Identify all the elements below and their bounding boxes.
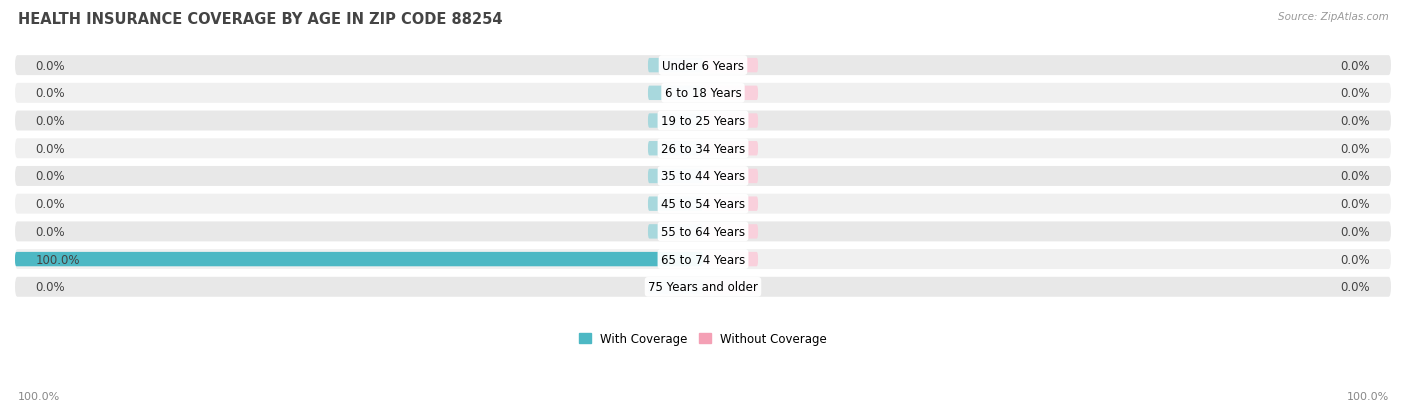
FancyBboxPatch shape <box>15 249 1391 269</box>
Text: 35 to 44 Years: 35 to 44 Years <box>661 170 745 183</box>
Text: 6 to 18 Years: 6 to 18 Years <box>665 87 741 100</box>
Text: 65 to 74 Years: 65 to 74 Years <box>661 253 745 266</box>
FancyBboxPatch shape <box>648 169 703 184</box>
FancyBboxPatch shape <box>703 86 758 101</box>
Text: 0.0%: 0.0% <box>1341 280 1371 294</box>
Text: HEALTH INSURANCE COVERAGE BY AGE IN ZIP CODE 88254: HEALTH INSURANCE COVERAGE BY AGE IN ZIP … <box>18 12 503 27</box>
Text: 45 to 54 Years: 45 to 54 Years <box>661 198 745 211</box>
Text: 100.0%: 100.0% <box>35 253 80 266</box>
Text: 26 to 34 Years: 26 to 34 Years <box>661 142 745 155</box>
FancyBboxPatch shape <box>703 197 758 211</box>
Text: 100.0%: 100.0% <box>18 391 60 401</box>
Legend: With Coverage, Without Coverage: With Coverage, Without Coverage <box>574 328 832 350</box>
FancyBboxPatch shape <box>15 277 1391 297</box>
Text: 0.0%: 0.0% <box>1341 115 1371 128</box>
Text: 100.0%: 100.0% <box>1347 391 1389 401</box>
Text: 0.0%: 0.0% <box>35 198 65 211</box>
Text: 0.0%: 0.0% <box>1341 87 1371 100</box>
FancyBboxPatch shape <box>15 194 1391 214</box>
Text: 0.0%: 0.0% <box>1341 170 1371 183</box>
Text: 0.0%: 0.0% <box>35 115 65 128</box>
FancyBboxPatch shape <box>703 169 758 184</box>
Text: 0.0%: 0.0% <box>1341 225 1371 238</box>
Text: 0.0%: 0.0% <box>35 170 65 183</box>
Text: 55 to 64 Years: 55 to 64 Years <box>661 225 745 238</box>
Text: 0.0%: 0.0% <box>35 87 65 100</box>
FancyBboxPatch shape <box>15 252 703 267</box>
Text: 0.0%: 0.0% <box>1341 142 1371 155</box>
FancyBboxPatch shape <box>15 222 1391 242</box>
FancyBboxPatch shape <box>703 280 758 294</box>
Text: Source: ZipAtlas.com: Source: ZipAtlas.com <box>1278 12 1389 22</box>
Text: 0.0%: 0.0% <box>35 59 65 72</box>
FancyBboxPatch shape <box>15 56 1391 76</box>
FancyBboxPatch shape <box>15 84 1391 104</box>
FancyBboxPatch shape <box>703 142 758 156</box>
Text: 0.0%: 0.0% <box>1341 253 1371 266</box>
Text: Under 6 Years: Under 6 Years <box>662 59 744 72</box>
FancyBboxPatch shape <box>703 225 758 239</box>
Text: 0.0%: 0.0% <box>35 142 65 155</box>
FancyBboxPatch shape <box>703 59 758 73</box>
FancyBboxPatch shape <box>15 166 1391 187</box>
FancyBboxPatch shape <box>648 225 703 239</box>
FancyBboxPatch shape <box>648 114 703 128</box>
FancyBboxPatch shape <box>648 142 703 156</box>
Text: 75 Years and older: 75 Years and older <box>648 280 758 294</box>
FancyBboxPatch shape <box>648 86 703 101</box>
FancyBboxPatch shape <box>648 59 703 73</box>
FancyBboxPatch shape <box>648 197 703 211</box>
FancyBboxPatch shape <box>15 111 1391 131</box>
Text: 0.0%: 0.0% <box>1341 198 1371 211</box>
Text: 0.0%: 0.0% <box>35 225 65 238</box>
Text: 0.0%: 0.0% <box>35 280 65 294</box>
Text: 19 to 25 Years: 19 to 25 Years <box>661 115 745 128</box>
FancyBboxPatch shape <box>648 280 703 294</box>
Text: 0.0%: 0.0% <box>1341 59 1371 72</box>
FancyBboxPatch shape <box>703 252 758 267</box>
FancyBboxPatch shape <box>15 139 1391 159</box>
FancyBboxPatch shape <box>703 114 758 128</box>
